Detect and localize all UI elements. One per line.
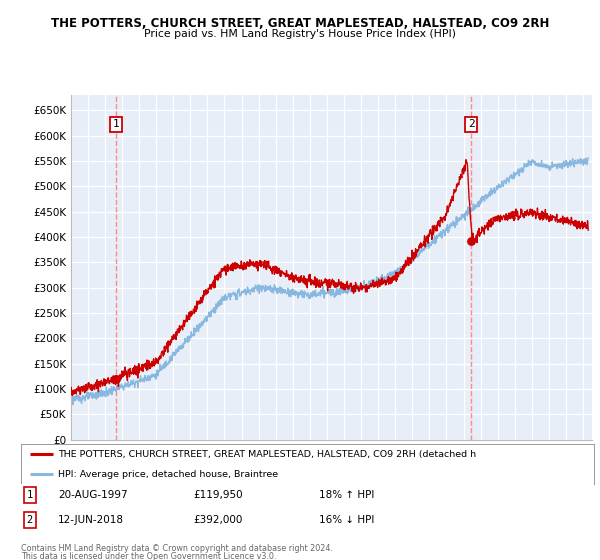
Text: 1: 1 <box>113 119 119 129</box>
Text: 2: 2 <box>467 119 475 129</box>
Text: Contains HM Land Registry data © Crown copyright and database right 2024.: Contains HM Land Registry data © Crown c… <box>21 544 333 553</box>
Text: 2: 2 <box>26 515 33 525</box>
Text: 20-AUG-1997: 20-AUG-1997 <box>58 490 128 500</box>
Text: 1: 1 <box>26 490 33 500</box>
Text: 16% ↓ HPI: 16% ↓ HPI <box>319 515 374 525</box>
Text: HPI: Average price, detached house, Braintree: HPI: Average price, detached house, Brai… <box>58 470 278 479</box>
Text: £392,000: £392,000 <box>193 515 242 525</box>
Text: Price paid vs. HM Land Registry's House Price Index (HPI): Price paid vs. HM Land Registry's House … <box>144 29 456 39</box>
Text: £119,950: £119,950 <box>193 490 242 500</box>
Point <box>466 236 476 245</box>
Text: This data is licensed under the Open Government Licence v3.0.: This data is licensed under the Open Gov… <box>21 552 277 560</box>
Text: 18% ↑ HPI: 18% ↑ HPI <box>319 490 374 500</box>
Text: 12-JUN-2018: 12-JUN-2018 <box>58 515 124 525</box>
Point <box>111 375 121 384</box>
Text: THE POTTERS, CHURCH STREET, GREAT MAPLESTEAD, HALSTEAD, CO9 2RH: THE POTTERS, CHURCH STREET, GREAT MAPLES… <box>51 17 549 30</box>
Text: THE POTTERS, CHURCH STREET, GREAT MAPLESTEAD, HALSTEAD, CO9 2RH (detached h: THE POTTERS, CHURCH STREET, GREAT MAPLES… <box>58 450 476 459</box>
